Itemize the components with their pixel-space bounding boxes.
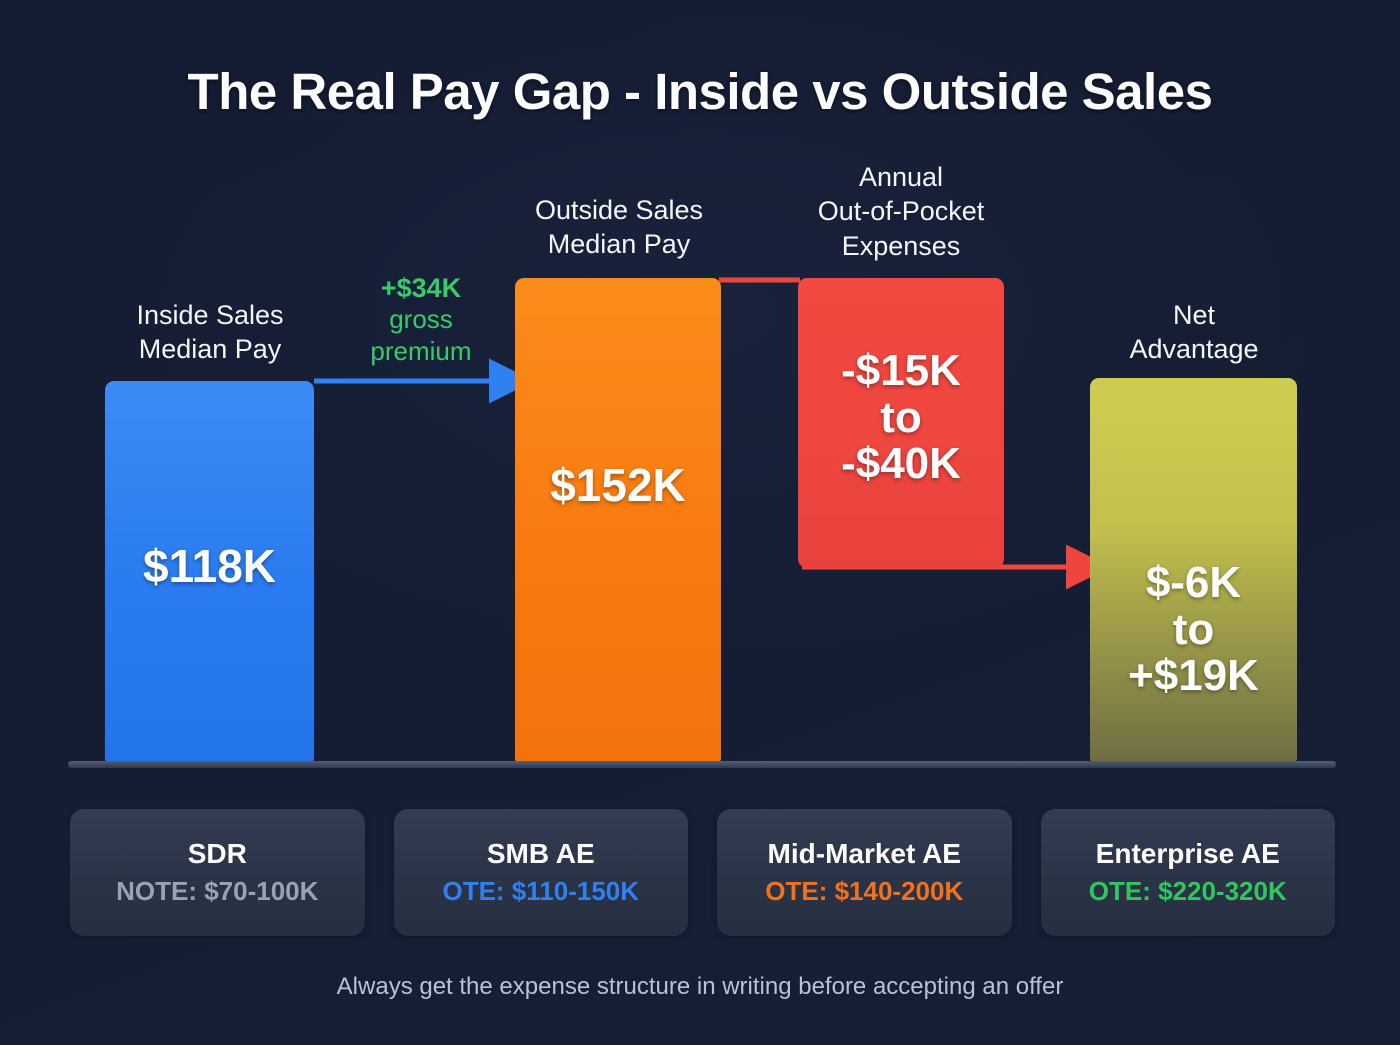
chart-baseline xyxy=(68,761,1336,768)
gross-premium-annotation: +$34K gross premium xyxy=(340,272,502,367)
premium-amount: +$34K xyxy=(380,273,462,303)
bar-value-outside: $152K xyxy=(550,458,686,511)
bar-net-advantage: $-6K to +$19K xyxy=(1090,378,1297,762)
bar-outside-sales: $152K xyxy=(515,278,721,762)
role-card-enterprise-ae[interactable]: Enterprise AE OTE: $220-320K xyxy=(1040,809,1335,936)
role-title: Mid-Market AE xyxy=(767,838,961,869)
page-title: The Real Pay Gap - Inside vs Outside Sal… xyxy=(187,63,1213,120)
caption-line: Net xyxy=(1172,300,1216,330)
caption-line: Annual xyxy=(858,162,944,192)
caption-line: Out-of-Pocket xyxy=(817,196,985,227)
role-card-smb-ae[interactable]: SMB AE OTE: $110-150K xyxy=(393,809,688,936)
caption-annual-expenses: Annual Out-of-Pocket Expenses xyxy=(790,160,1012,263)
net-value-high: +$19K xyxy=(1128,651,1259,701)
caption-line: Median Pay xyxy=(547,229,691,260)
caption-line: Outside Sales xyxy=(534,195,704,225)
role-ote: OTE: $140-200K xyxy=(765,876,964,906)
premium-label-line2: premium xyxy=(370,335,472,366)
role-card-mid-market-ae[interactable]: Mid-Market AE OTE: $140-200K xyxy=(717,809,1012,936)
footer-note: Always get the expense structure in writ… xyxy=(336,973,1064,1000)
role-card-row: SDR NOTE: $70-100K SMB AE OTE: $110-150K… xyxy=(70,809,1335,936)
role-title: Enterprise AE xyxy=(1095,838,1280,869)
caption-line: Inside Sales xyxy=(136,300,284,330)
expenses-value-low: -$15K xyxy=(841,346,961,396)
role-ote: OTE: $220-320K xyxy=(1088,876,1287,906)
caption-inside-sales: Inside Sales Median Pay xyxy=(95,298,325,367)
expenses-value-sep: to xyxy=(880,392,922,442)
role-ote: NOTE: $70-100K xyxy=(116,876,319,906)
caption-net-advantage: Net Advantage xyxy=(1082,298,1306,367)
caption-line: Median Pay xyxy=(138,334,282,365)
premium-label-line1: gross xyxy=(389,304,453,335)
role-card-sdr[interactable]: SDR NOTE: $70-100K xyxy=(70,809,365,936)
net-value-low: $-6K xyxy=(1145,558,1242,608)
expenses-value-high: -$40K xyxy=(841,439,961,489)
role-title: SMB AE xyxy=(486,838,595,869)
role-title: SDR xyxy=(187,838,247,869)
bar-value-inside: $118K xyxy=(142,540,276,593)
caption-line: Advantage xyxy=(1129,334,1259,365)
caption-outside-sales: Outside Sales Median Pay xyxy=(505,193,733,262)
role-ote: OTE: $110-150K xyxy=(442,876,640,906)
caption-line: Expenses xyxy=(841,230,961,261)
bar-inside-sales: $118K xyxy=(105,381,314,762)
net-value-sep: to xyxy=(1172,604,1215,654)
bar-annual-expenses: -$15K to -$40K xyxy=(798,278,1004,568)
